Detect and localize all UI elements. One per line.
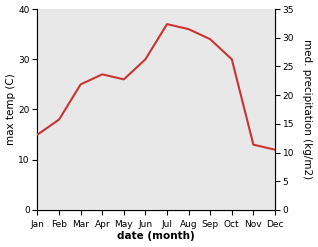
Y-axis label: med. precipitation (kg/m2): med. precipitation (kg/m2)	[302, 40, 313, 180]
Y-axis label: max temp (C): max temp (C)	[5, 74, 16, 145]
X-axis label: date (month): date (month)	[117, 231, 195, 242]
